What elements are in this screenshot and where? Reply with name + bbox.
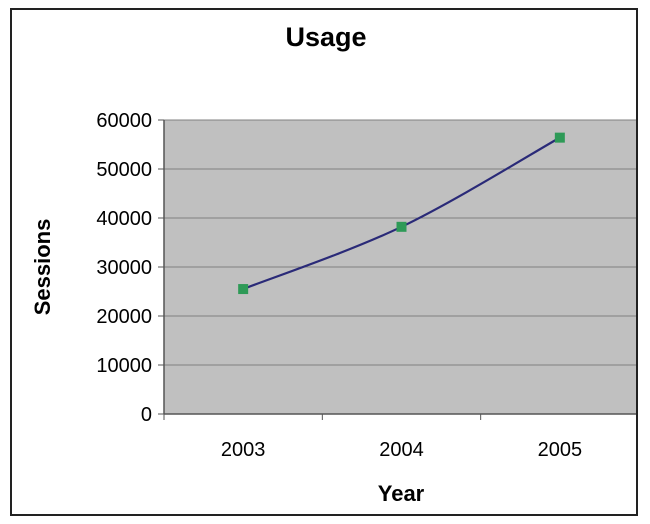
usage-line-chart: Usage 0 10000 20000 30000 40000 50000 60000 20… [30,22,640,506]
y-tick-label-60000: 60000 [96,110,152,132]
x-axis-tick-labels: 2003 2004 2005 [221,439,582,461]
chart-frame: Usage 0 10000 20000 30000 40000 50000 60000 20… [10,8,640,516]
series-0-point-2003 [238,284,249,295]
series-layer [238,132,565,295]
y-tick-label-20000: 20000 [96,306,152,328]
x-tick-label-2004: 2004 [379,439,424,461]
y-tick-label-40000: 40000 [96,208,152,230]
y-axis-tick-labels: 0 10000 20000 30000 40000 50000 60000 [96,110,152,426]
x-tick-label-2005: 2005 [538,439,583,461]
y-tick-label-30000: 30000 [96,257,152,279]
y-tick-label-50000: 50000 [96,159,152,181]
x-tick-label-2003: 2003 [221,439,266,461]
gridlines [164,119,639,366]
x-axis-title: Year [378,481,425,506]
y-tick-label-0: 0 [141,404,152,426]
series-0-point-2005 [554,132,565,143]
y-tick-label-10000: 10000 [96,355,152,377]
chart-title: Usage [285,22,366,52]
y-axis-title: Sessions [30,219,55,316]
series-0-point-2004 [396,221,407,232]
